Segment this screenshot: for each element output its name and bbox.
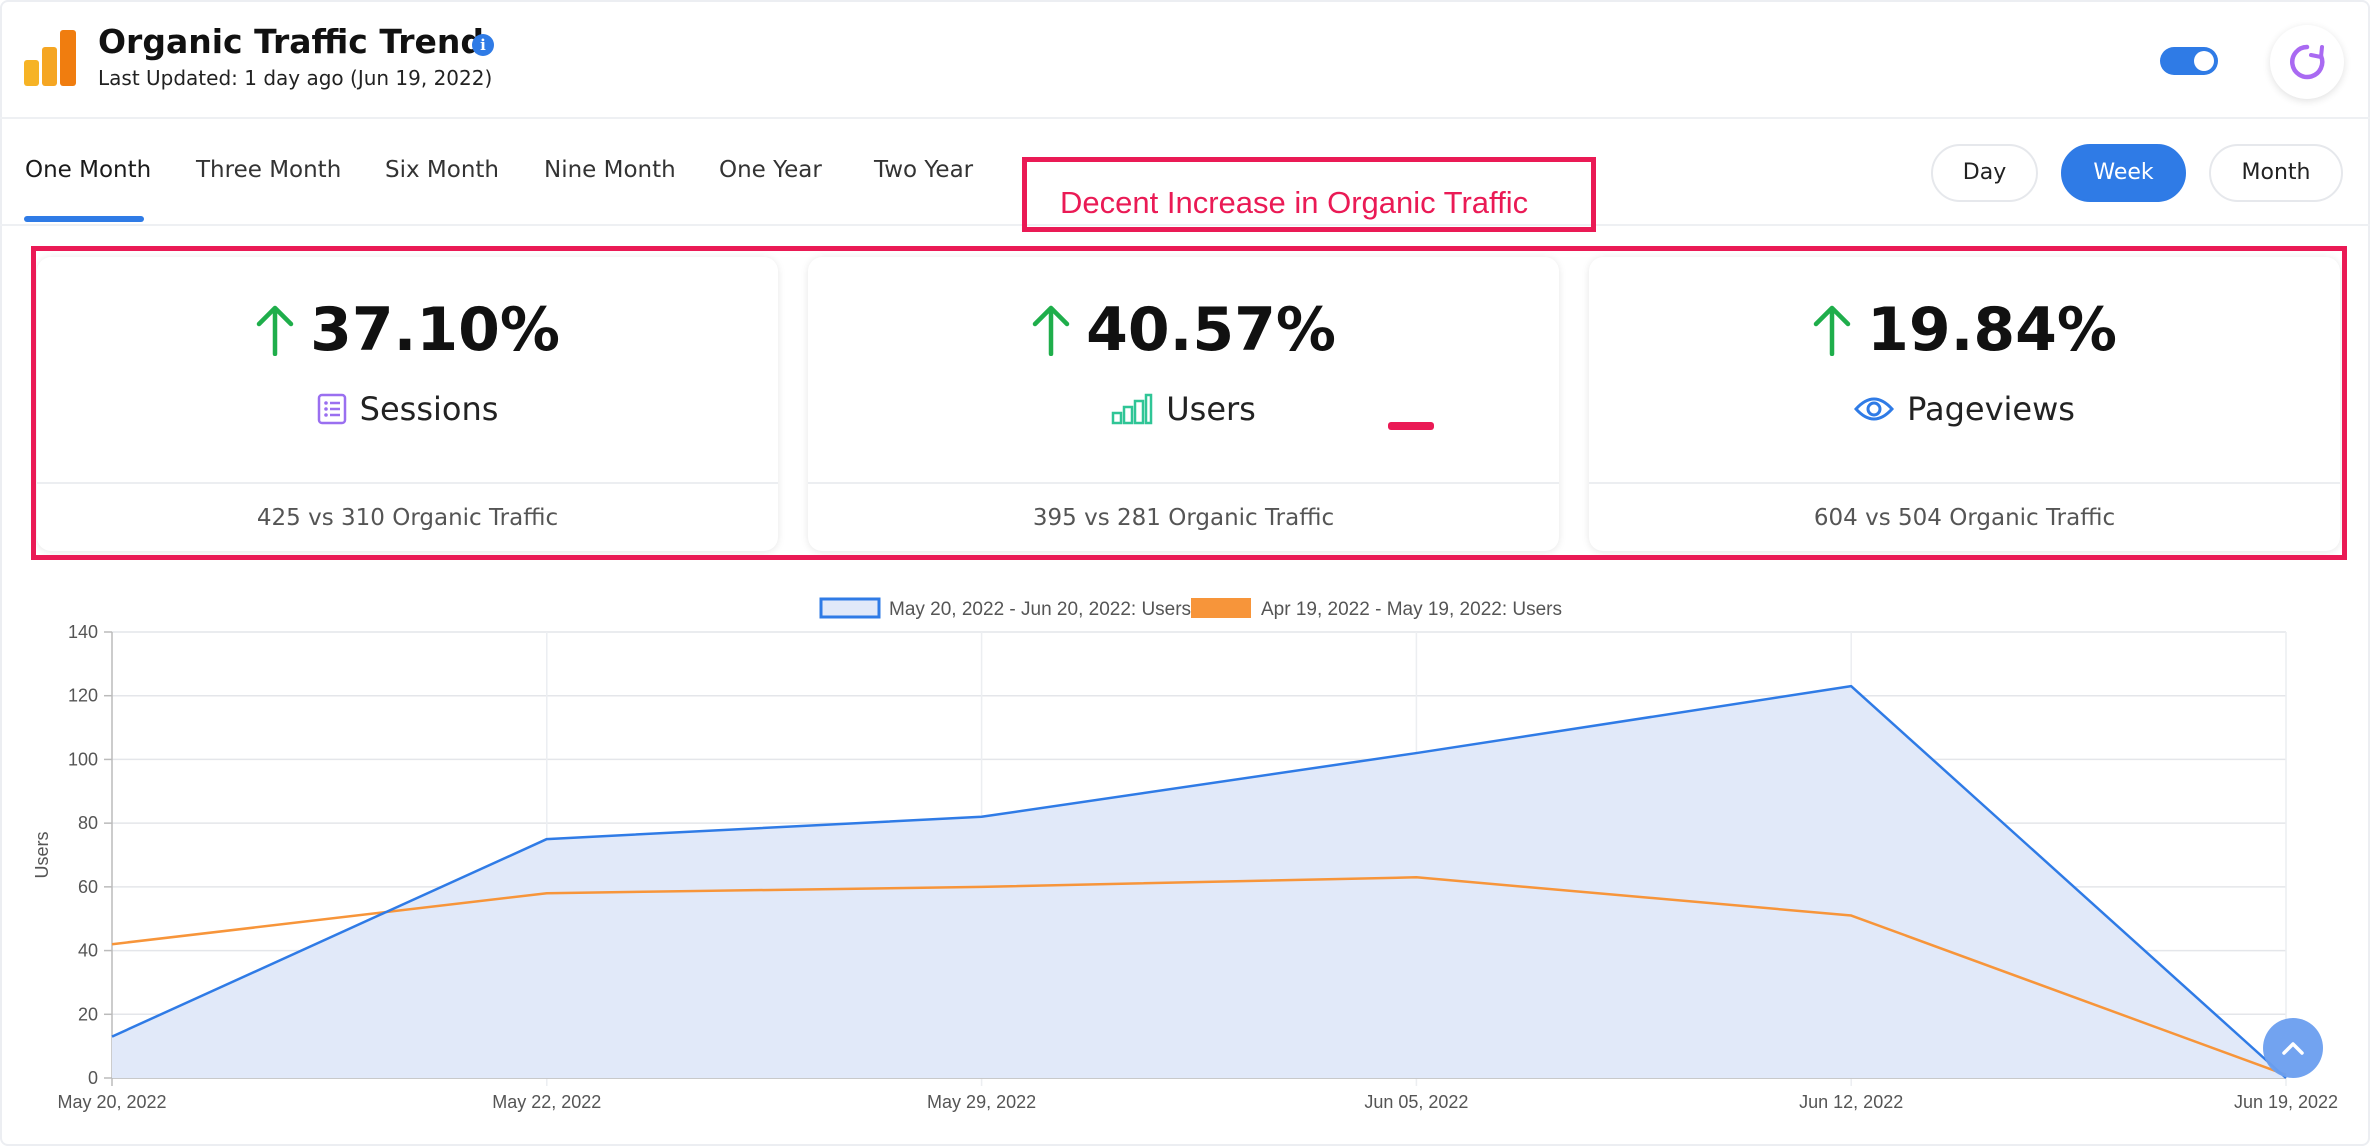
refresh-icon: [2290, 44, 2325, 80]
analytics-logo-icon: [24, 30, 76, 86]
metric-label: Users: [1166, 390, 1256, 428]
last-updated-text: Last Updated: 1 day ago (Jun 19, 2022): [98, 66, 493, 90]
x-tick-label: Jun 19, 2022: [2234, 1092, 2338, 1112]
y-tick-label: 40: [78, 941, 98, 961]
metric-row: 19.84%: [1589, 295, 2340, 365]
metric-row: 37.10%: [37, 295, 778, 365]
scroll-to-top-button[interactable]: [2263, 1018, 2323, 1078]
annotation-text: Decent Increase in Organic Traffic: [1060, 185, 1529, 220]
info-icon[interactable]: i: [472, 34, 494, 56]
y-tick-label: 120: [68, 686, 98, 706]
legend-swatch-current: [819, 597, 881, 619]
series-current-line: [111, 684, 2287, 1079]
bar-chart-icon: [1111, 393, 1153, 425]
metric-label: Pageviews: [1907, 390, 2075, 428]
period-week-button[interactable]: Week: [2061, 144, 2186, 202]
metric-label-row: Sessions: [37, 390, 778, 428]
tab-one-year[interactable]: One Year: [719, 157, 822, 183]
tab-two-year[interactable]: Two Year: [874, 157, 974, 183]
legend-swatch-previous: [1191, 598, 1251, 618]
x-tick-label: May 22, 2022: [492, 1092, 601, 1112]
pageviews-card: 19.84% Pageviews 604 vs 504 Organic Traf…: [1589, 257, 2340, 551]
series-previous-line: [111, 876, 2287, 1076]
x-tick-label: Jun 05, 2022: [1364, 1092, 1468, 1112]
metric-label: Sessions: [359, 390, 499, 428]
chevron-up-icon: [2282, 1042, 2304, 1055]
y-tick-label: 80: [78, 813, 98, 833]
y-tick-label: 100: [68, 749, 98, 769]
metric-value: 37.10%: [310, 295, 560, 365]
list-icon: [317, 393, 346, 425]
y-axis-label: Users: [32, 831, 52, 878]
users-card: 40.57% Users 395 vs 281 Organic Traffic: [808, 257, 1559, 551]
annotation-box: [1022, 157, 1596, 232]
y-tick-label: 20: [78, 1004, 98, 1024]
legend-label-current: May 20, 2022 - Jun 20, 2022: Users: [889, 599, 1191, 620]
period-month-button[interactable]: Month: [2209, 144, 2343, 202]
tab-nine-month[interactable]: Nine Month: [544, 157, 676, 183]
card-body: 40.57% Users: [808, 257, 1559, 484]
arrow-up-icon: [1813, 305, 1851, 356]
arrow-up-icon: [1032, 305, 1070, 356]
metric-comparison: 604 vs 504 Organic Traffic: [1813, 505, 2116, 531]
tab-one-month[interactable]: One Month: [25, 157, 152, 183]
metric-label-row: Pageviews: [1589, 390, 2340, 428]
metric-value: 19.84%: [1867, 295, 2117, 365]
metric-comparison: 425 vs 310 Organic Traffic: [256, 505, 559, 531]
annotation-dash: [1388, 422, 1434, 430]
annotation-highlight-box: [31, 246, 2347, 560]
metric-label-row: Users: [808, 390, 1559, 428]
refresh-button[interactable]: [2270, 25, 2344, 99]
users-trend-chart: 0 20 40 60 80 100 120 140 May 20, 2022 May 22, 20…: [0, 580, 2370, 1146]
active-tab-indicator: [24, 216, 144, 222]
period-day-button[interactable]: Day: [1931, 144, 2038, 202]
arrow-up-icon: [256, 305, 294, 356]
widget-header: Organic Traffic Trend i Last Updated: 1 …: [0, 0, 2370, 119]
tab-three-month[interactable]: Three Month: [196, 157, 342, 183]
toggle-knob: [2194, 51, 2214, 71]
x-tick-label: May 20, 2022: [57, 1092, 166, 1112]
tab-six-month[interactable]: Six Month: [385, 157, 500, 183]
x-tick-label: Jun 12, 2022: [1799, 1092, 1903, 1112]
range-tabs: One Month Three Month Six Month Nine Mon…: [0, 120, 2370, 226]
page-title: Organic Traffic Trend: [98, 22, 485, 61]
card-body: 37.10% Sessions: [37, 257, 778, 484]
metric-value: 40.57%: [1086, 295, 1336, 365]
card-body: 19.84% Pageviews: [1589, 257, 2340, 484]
y-tick-label: 60: [78, 877, 98, 897]
y-tick-label: 0: [88, 1068, 98, 1088]
sessions-card: 37.10% Sessions 425 vs 310 Organic Traff…: [37, 257, 778, 551]
y-tick-label: 140: [68, 622, 98, 642]
eye-icon: [1854, 397, 1895, 421]
metric-comparison: 395 vs 281 Organic Traffic: [1032, 505, 1335, 531]
chart-canvas: 0 20 40 60 80 100 120 140 May 20, 2022 May 22, 20…: [32, 597, 2338, 1112]
x-tick-label: May 29, 2022: [927, 1092, 1036, 1112]
auto-refresh-toggle[interactable]: [2160, 47, 2218, 75]
metric-row: 40.57%: [808, 295, 1559, 365]
legend-label-previous: Apr 19, 2022 - May 19, 2022: Users: [1261, 599, 1562, 620]
